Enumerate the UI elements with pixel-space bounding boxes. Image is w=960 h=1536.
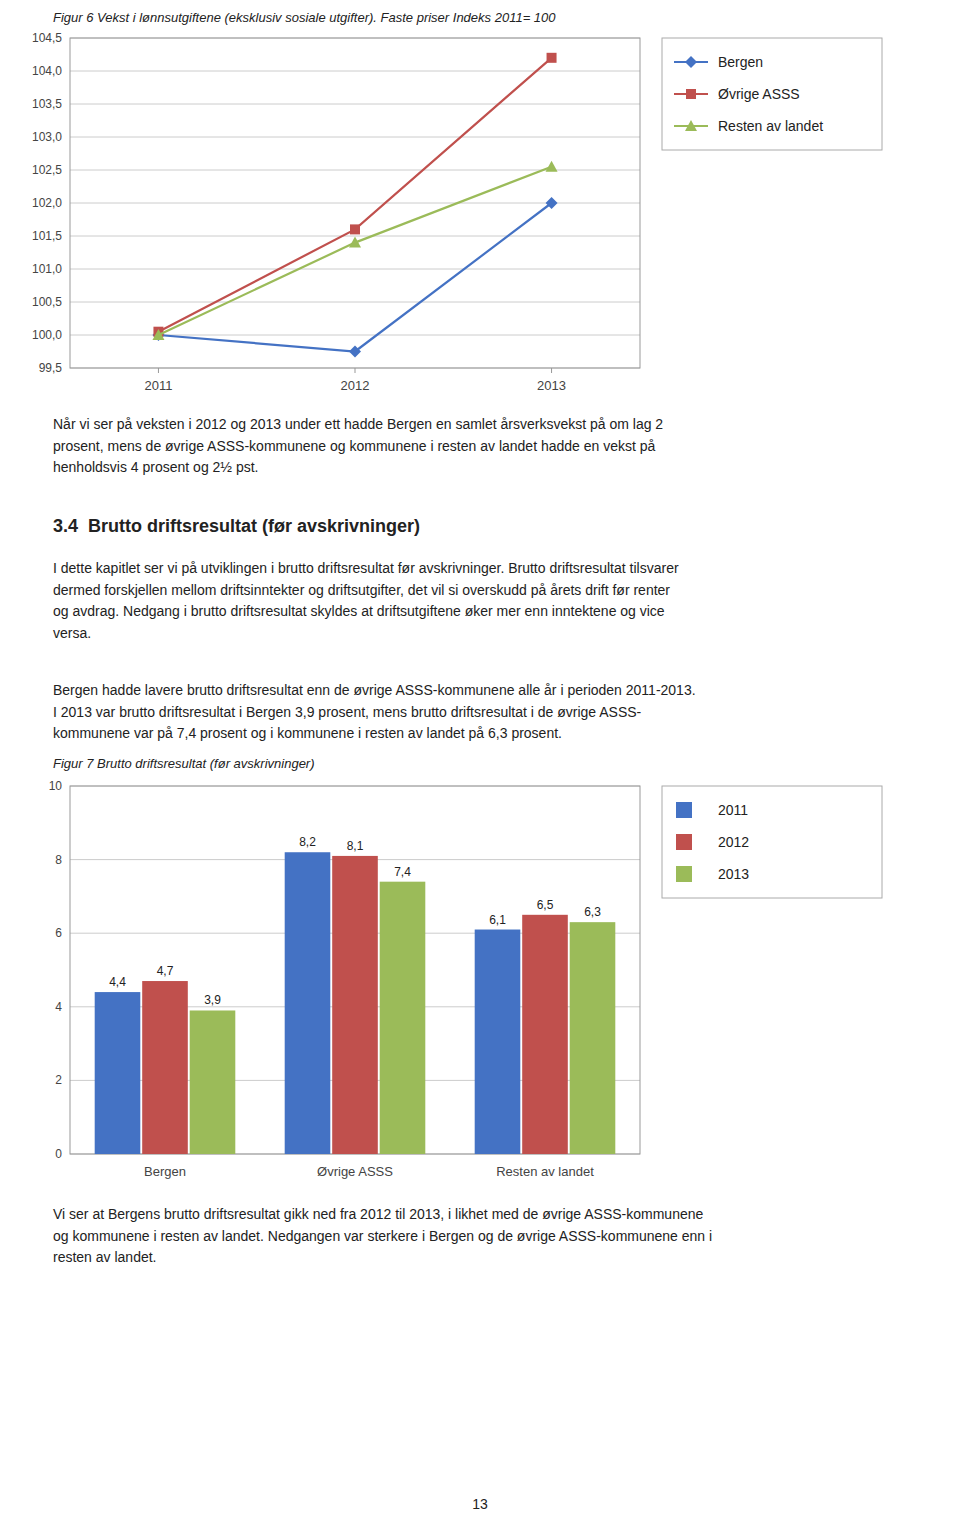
y-tick-label: 103,0 [32,130,62,144]
data-label: 4,4 [109,975,126,989]
legend-marker [686,89,696,99]
paragraph: Når vi ser på veksten i 2012 og 2013 und… [53,414,953,479]
x-tick [551,368,552,373]
legend-box [662,786,882,898]
series-line [158,58,551,332]
y-tick-label: 104,0 [32,64,62,78]
bar [475,930,521,1154]
y-tick-label: 103,5 [32,97,62,111]
y-tick-label: 102,5 [32,163,62,177]
x-tick-label: 2011 [144,378,172,393]
y-tick-label: 2 [55,1073,62,1087]
y-tick-label: 6 [55,926,62,940]
series-marker [350,224,360,234]
legend-label: 2013 [718,866,749,882]
paragraph: I dette kapitlet ser vi på utviklingen i… [53,558,953,645]
bar [332,856,378,1154]
y-tick-label: 101,0 [32,262,62,276]
plot-frame [70,786,640,1154]
legend: Bergen Øvrige ASSS Resten av landet [662,38,882,150]
legend-marker [685,56,697,68]
x-tick-label: 2012 [341,378,370,393]
y-axis: 99,5 100,0 100,5 101,0 101,5 102,0 102,5 103,0 1… [32,31,640,375]
paragraph: Bergen hadde lavere brutto driftsresulta… [53,680,953,745]
x-tick-label: Resten av landet [496,1164,594,1179]
x-tick [158,368,159,373]
legend-label: Øvrige ASSS [718,86,800,102]
chart: Figur 7 Brutto driftsresultat (før avskr… [0,752,960,1192]
data-label: 6,5 [537,898,554,912]
y-tick-label: 10 [49,779,63,793]
plot-frame [70,38,640,368]
y-tick-label: 104,5 [32,31,62,45]
series-line [158,167,551,335]
paragraph: Vi ser at Bergens brutto driftsresultat … [53,1204,953,1269]
bar [522,915,568,1154]
data-label: 8,2 [299,835,316,849]
x-tick-label: Øvrige ASSS [317,1164,393,1179]
data-label: 6,3 [584,905,601,919]
plot-marks [152,53,557,358]
legend: 2011 2012 2013 [662,786,882,898]
y-tick-label: 4 [55,1000,62,1014]
plot-marks [95,852,616,1154]
legend-label: Resten av landet [718,118,823,134]
bar [570,922,616,1154]
x-axis: 2011 2012 2013 [144,368,566,393]
legend-swatch [676,834,692,850]
y-tick-label: 0 [55,1147,62,1161]
y-axis: 0 2 4 6 8 10 [49,779,640,1161]
x-tick [355,368,356,373]
grid-line [70,269,640,270]
x-tick-label: Bergen [144,1164,186,1179]
legend-label: 2011 [718,802,748,818]
data-label: 3,9 [204,993,221,1007]
y-tick-label: 101,5 [32,229,62,243]
y-tick-label: 100,0 [32,328,62,342]
data-label: 6,1 [489,913,506,927]
y-tick-label: 99,5 [39,361,63,375]
chart-title: Figur 6 Vekst i lønnsutgiftene (eksklusi… [53,10,556,25]
data-labels: 4,4 8,2 6,1 4,7 8,1 6,5 3,9 7,4 6,3 [109,835,601,1007]
grid-line [70,236,640,237]
x-tick-label: 2013 [537,378,566,393]
series-marker [349,237,361,248]
legend-label: Bergen [718,54,763,70]
legend-label: 2012 [718,834,749,850]
legend-swatch [676,802,692,818]
legend-swatch [676,866,692,882]
chart-title: Figur 7 Brutto driftsresultat (før avskr… [53,756,315,771]
series-marker [546,197,558,209]
chart: Figur 6 Vekst i lønnsutgiftene (eksklusi… [0,6,960,408]
grid-line [70,71,640,72]
bar [95,992,141,1154]
grid-line [70,302,640,303]
bar [142,981,188,1154]
bar [380,882,426,1154]
series-marker [546,161,558,172]
grid-line [70,137,640,138]
x-axis: Bergen Øvrige ASSS Resten av landet [144,1164,594,1179]
bar [285,852,331,1154]
y-tick-label: 102,0 [32,196,62,210]
legend-box [662,38,882,150]
section-heading: 3.4 Brutto driftsresultat (før avskrivni… [53,516,420,537]
data-label: 7,4 [394,865,411,879]
series-marker [547,53,557,63]
series-line [158,203,551,352]
data-label: 8,1 [347,839,364,853]
series-marker [152,329,164,340]
grid-line [70,104,640,105]
y-tick-label: 8 [55,853,62,867]
y-tick-label: 100,5 [32,295,62,309]
page-number: 13 [0,1496,960,1512]
data-label: 4,7 [157,964,174,978]
series-marker [349,346,361,358]
legend-marker [685,120,697,131]
bar [190,1010,236,1154]
